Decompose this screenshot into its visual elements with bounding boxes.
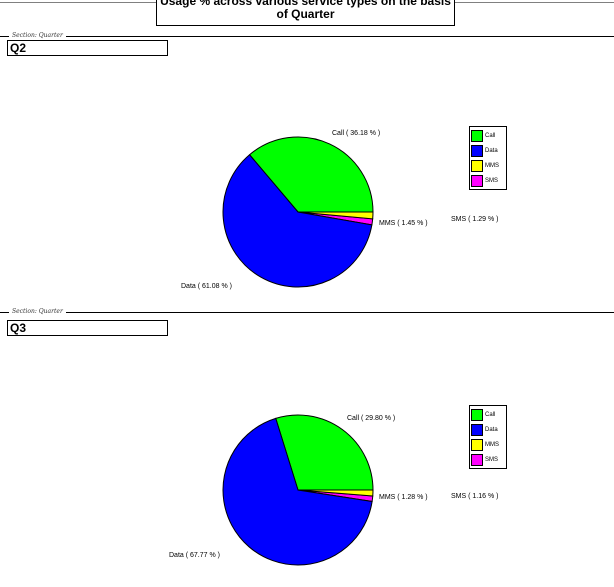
legend-item-call: Call — [471, 407, 506, 422]
chart-legend: Call Data MMS SMS — [469, 405, 507, 469]
section-rule — [0, 312, 614, 313]
slice-label-call: Call ( 29.80 % ) — [347, 415, 396, 422]
legend-item-call: Call — [471, 128, 506, 143]
slice-label-call: Call ( 36.18 % ) — [332, 130, 381, 137]
slice-label-data: Data ( 61.08 % ) — [181, 283, 232, 290]
legend-swatch-mms — [471, 159, 483, 172]
legend-item-data: Data — [471, 422, 506, 437]
legend-label-call: Call — [485, 411, 496, 418]
legend-label-sms: SMS — [485, 177, 499, 184]
chart-legend: Call Data MMS SMS — [469, 126, 507, 190]
section-q2: Section: Quarter Q2 Call ( 36.18 % ) MMS… — [0, 31, 614, 311]
legend-item-sms: SMS — [471, 173, 506, 188]
legend-label-call: Call — [485, 132, 496, 139]
section-caption: Section: Quarter — [9, 307, 66, 317]
legend-item-data: Data — [471, 143, 506, 158]
pie-slice-call — [248, 136, 374, 213]
report-title: Usage % across various service types on … — [156, 0, 455, 26]
legend-swatch-sms — [471, 453, 483, 466]
legend-item-mms: MMS — [471, 437, 506, 452]
legend-swatch-call — [471, 129, 483, 142]
legend-item-sms: SMS — [471, 452, 506, 467]
slice-label-mms: MMS ( 1.28 % ) — [379, 494, 428, 501]
legend-label-mms: MMS — [485, 441, 499, 448]
slice-label-sms: SMS ( 1.16 % ) — [451, 493, 499, 500]
legend-label-data: Data — [485, 426, 498, 433]
legend-swatch-sms — [471, 174, 483, 187]
section-value-field[interactable]: Q3 — [7, 320, 168, 336]
section-value-field[interactable]: Q2 — [7, 40, 168, 56]
pie-slice-data — [222, 154, 373, 288]
pie-chart-q3 — [222, 414, 374, 566]
section-header: Section: Quarter — [0, 31, 614, 43]
pie-slice-data — [222, 417, 373, 566]
report-title-line1: Usage % across various service types on … — [160, 0, 451, 8]
legend-item-mms: MMS — [471, 158, 506, 173]
slice-label-mms: MMS ( 1.45 % ) — [379, 220, 428, 227]
legend-swatch-data — [471, 144, 483, 157]
legend-label-data: Data — [485, 147, 498, 154]
section-header: Section: Quarter — [0, 307, 614, 319]
pie-slice-call — [275, 414, 374, 491]
section-q3: Section: Quarter Q3 Call ( 29.80 % ) MMS… — [0, 307, 614, 587]
section-rule — [0, 36, 614, 37]
section-caption: Section: Quarter — [9, 31, 66, 41]
legend-swatch-mms — [471, 438, 483, 451]
legend-swatch-data — [471, 423, 483, 436]
slice-label-sms: SMS ( 1.29 % ) — [451, 216, 499, 223]
pie-chart-q2 — [222, 136, 374, 288]
slice-label-data: Data ( 67.77 % ) — [169, 552, 220, 559]
report-title-line2: of Quarter — [276, 7, 335, 21]
legend-label-mms: MMS — [485, 162, 499, 169]
legend-swatch-call — [471, 408, 483, 421]
legend-label-sms: SMS — [485, 456, 499, 463]
